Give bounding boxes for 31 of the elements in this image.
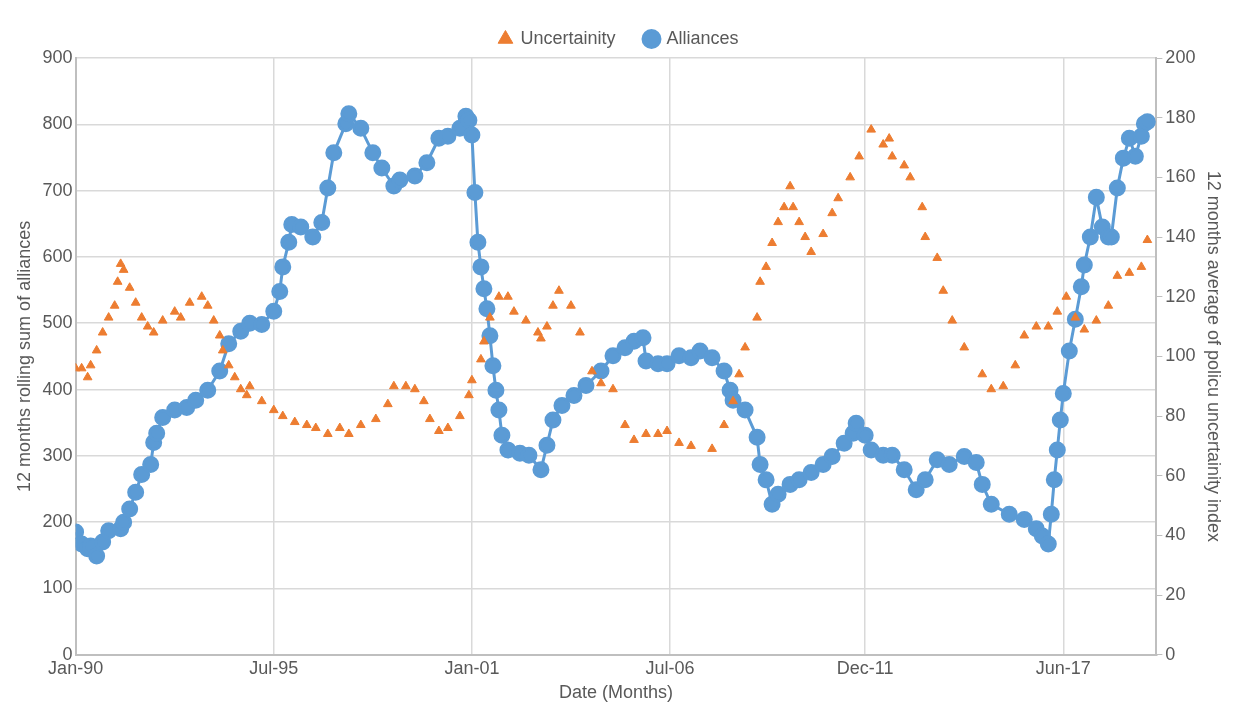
y-axis-title: 12 months rolling sum of alliances: [13, 220, 34, 492]
y2-tick-label: 200: [1165, 46, 1196, 67]
y2-tick-label: 20: [1165, 584, 1186, 605]
y-tick-label: 800: [42, 113, 73, 134]
y-tick-label: 700: [42, 179, 73, 200]
legend-label: Alliances: [666, 27, 739, 48]
y-tick-label: 200: [42, 511, 73, 532]
x-tick-label: Jan-01: [444, 657, 500, 678]
y-tick-label: 100: [42, 577, 73, 598]
y-tick-label: 300: [42, 444, 73, 465]
y2-tick-label: 140: [1165, 226, 1196, 247]
y2-tick-label: 160: [1165, 166, 1196, 187]
x-tick-label: Jul-06: [645, 657, 695, 678]
y2-axis-title: 12 months average of policu uncertainity index: [1204, 170, 1225, 543]
x-axis-title: Date (Months): [558, 682, 674, 703]
y-tick-label: 600: [42, 245, 73, 266]
y2-tick-label: 100: [1165, 345, 1196, 366]
x-tick-label: Jul-95: [249, 657, 299, 678]
y2-tick-label: 0: [1165, 643, 1176, 664]
y2-tick-label: 40: [1165, 524, 1186, 545]
y2-tick-label: 180: [1165, 106, 1196, 127]
y2-tick-label: 60: [1165, 464, 1186, 485]
legend-label: Uncertainity: [520, 27, 616, 48]
y-tick-label: 400: [42, 378, 73, 399]
y-tick-label: 900: [42, 46, 73, 67]
x-tick-label: Dec-11: [836, 657, 894, 678]
y2-tick-label: 80: [1165, 405, 1186, 426]
y2-tick-label: 120: [1165, 285, 1196, 306]
y-tick-label: 500: [42, 312, 73, 333]
y-tick-label: 0: [62, 643, 73, 664]
x-tick-label: Jun-17: [1035, 657, 1091, 678]
